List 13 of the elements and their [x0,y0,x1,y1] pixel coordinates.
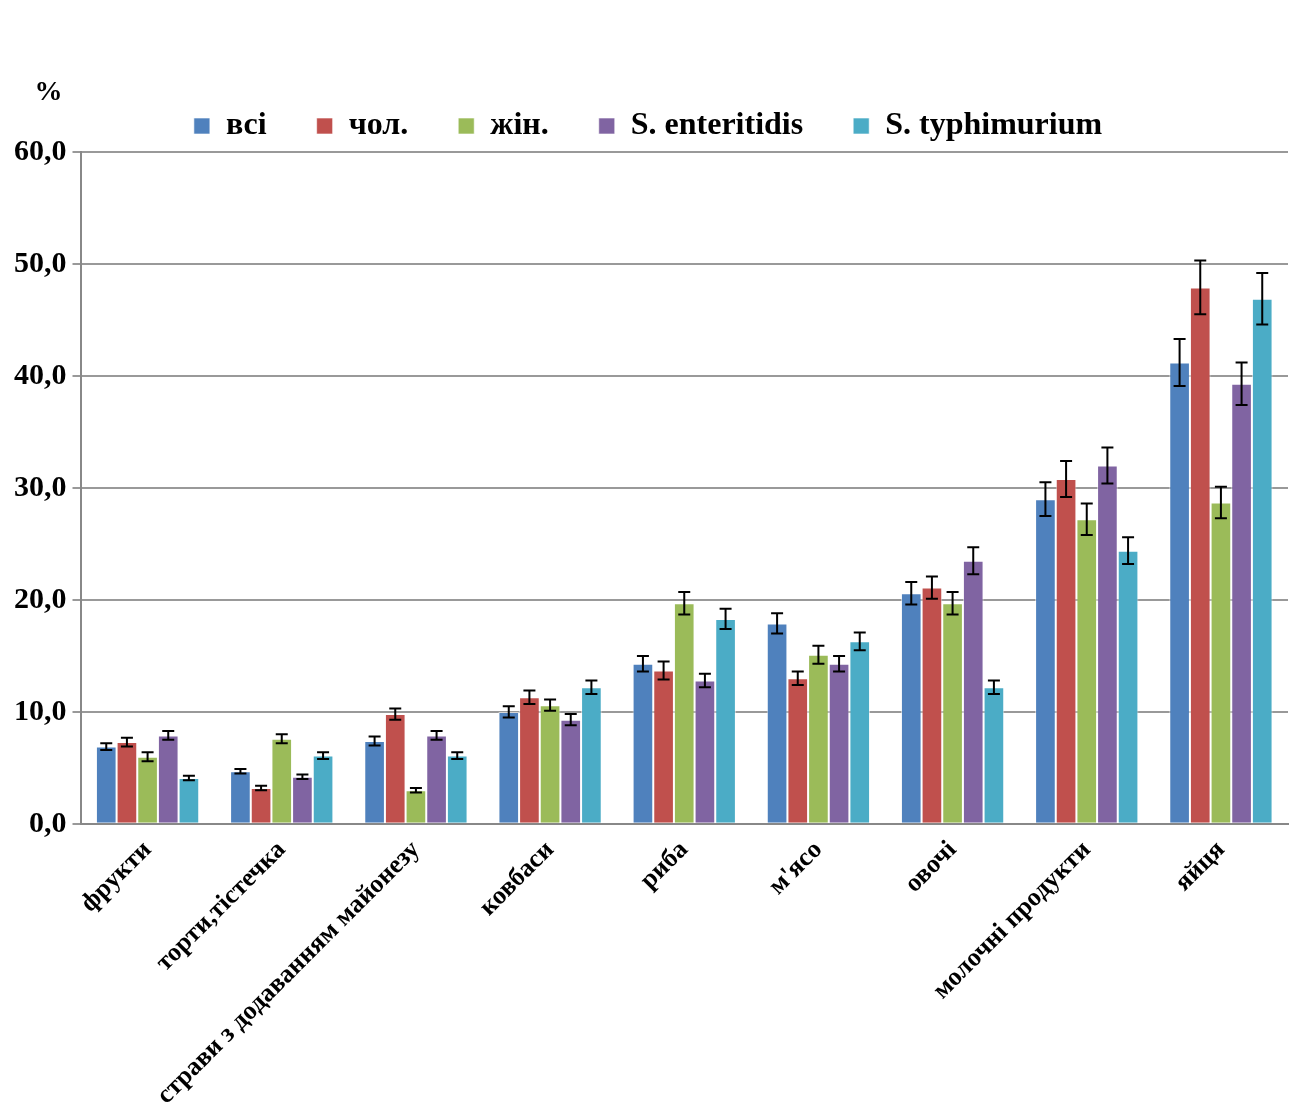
y-tick-label: 60,0 [14,132,67,166]
legend-label: всі [225,105,267,142]
y-tick-label: 30,0 [14,468,67,502]
y-tick-label: 0,0 [29,804,67,838]
legend-label: чол. [348,105,409,142]
y-axis-title: % [34,75,63,107]
legend-label: S. typhimurium [885,105,1103,142]
y-tick-label: 10,0 [14,692,67,726]
legend-label: S. enteritidis [630,105,804,142]
y-tick-label: 40,0 [14,356,67,390]
legend-label: жін. [490,105,549,142]
y-tick-label: 50,0 [14,244,67,278]
y-tick-label: 20,0 [14,580,67,614]
